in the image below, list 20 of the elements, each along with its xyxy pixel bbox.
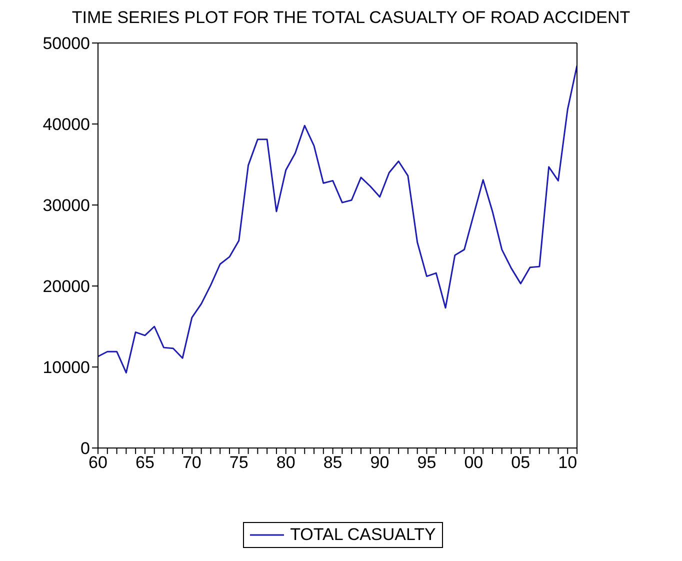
y-tick-label: 50000 <box>42 34 90 54</box>
x-tick-label: 65 <box>136 453 154 472</box>
line-series <box>98 64 577 374</box>
x-tick-label: 75 <box>229 453 248 472</box>
legend-label: TOTAL CASUALTY <box>290 525 436 545</box>
y-tick-label: 20000 <box>42 277 90 296</box>
y-tick-label: 30000 <box>42 196 90 216</box>
x-tick-label: 95 <box>417 453 436 472</box>
x-tick-label: 80 <box>276 453 296 472</box>
x-tick-label: 70 <box>182 453 202 472</box>
x-tick-label: 90 <box>370 453 390 472</box>
chart-title: TIME SERIES PLOT FOR THE TOTAL CASUALTY OF ROAD ACCIDENT <box>70 8 632 28</box>
y-tick-label: 10000 <box>42 358 90 378</box>
x-tick-label: 85 <box>323 453 342 472</box>
x-tick-label: 60 <box>88 453 108 472</box>
x-tick-label: 00 <box>464 453 484 472</box>
y-tick-label: 40000 <box>42 115 90 134</box>
x-tick-label: 10 <box>558 453 578 472</box>
x-tick-label: 05 <box>511 453 530 472</box>
y-tick-label: 0 <box>80 439 90 458</box>
